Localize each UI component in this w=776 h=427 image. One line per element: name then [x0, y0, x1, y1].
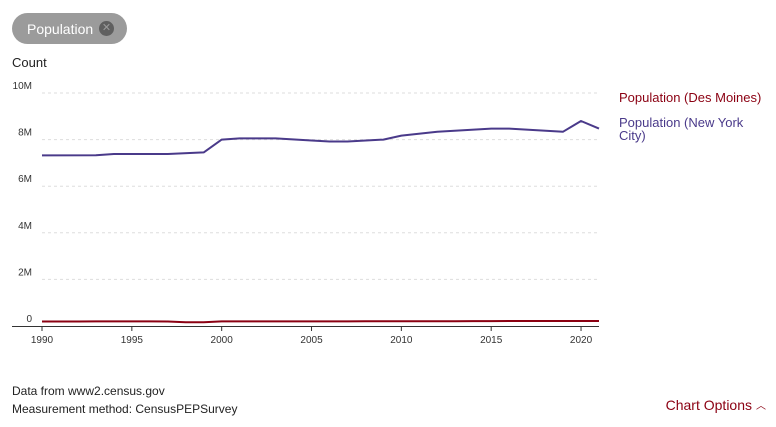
- data-source-text: Data from www2.census.gov: [12, 384, 165, 398]
- x-tick-label: 2000: [211, 335, 234, 346]
- y-tick-label: 0: [26, 314, 32, 325]
- chevron-up-icon: ︿: [756, 401, 766, 412]
- y-tick-label: 4M: [18, 221, 32, 232]
- chart-options-toggle[interactable]: Chart Options ︿: [666, 397, 766, 413]
- legend-entry-des-moines[interactable]: Population (Des Moines): [619, 90, 762, 105]
- series-line-des-moines: [42, 320, 599, 324]
- series-line-new-york-city: [41, 120, 600, 157]
- x-tick-label: 2010: [390, 335, 413, 346]
- x-tick-label: 2015: [480, 335, 503, 346]
- legend-entry-new-york-city[interactable]: Population (New York City): [619, 115, 744, 143]
- y-tick-label: 2M: [18, 267, 32, 278]
- y-axis-label: Count: [12, 55, 47, 70]
- chart-options-label: Chart Options: [665, 397, 752, 413]
- y-tick-label: 8M: [18, 128, 32, 139]
- y-tick-label: 6M: [18, 174, 32, 185]
- population-chip[interactable]: Population ✕: [12, 13, 127, 44]
- population-chip-label: Population: [27, 20, 94, 37]
- x-tick-label: 2020: [570, 335, 593, 346]
- x-tick-label: 1990: [31, 335, 54, 346]
- x-tick-label: 2005: [300, 335, 323, 346]
- measurement-method-text: Measurement method: CensusPEPSurvey: [12, 402, 238, 416]
- y-tick-label: 10M: [13, 81, 32, 92]
- x-tick-label: 1995: [121, 335, 144, 346]
- remove-chip-icon[interactable]: ✕: [99, 21, 114, 36]
